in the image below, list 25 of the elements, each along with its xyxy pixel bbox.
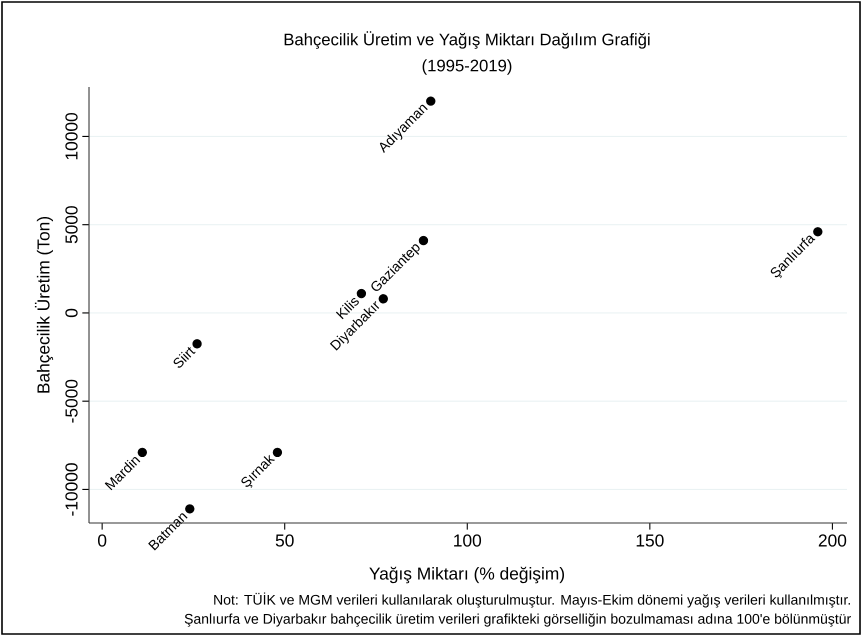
y-tick-label: 0 [65,308,78,318]
point [138,448,147,458]
text: Şanlıurfa ve Diyarbakır bahçecilik üretim verileri grafikteki görselliğin bozulmaması adına 100'e bölünmüştür [184,613,851,627]
point [378,294,388,304]
text: Not: TÜİK ve MGM verileri kullanılarak oluşturulmuştur. Mayıs-Ekim dönemi yağış verileri kullanılmıştır. [214,592,850,608]
point [356,288,366,298]
x-tick-label: 200 [818,534,846,547]
point [192,339,202,348]
point [813,227,822,236]
x-tick-label: 150 [636,534,664,547]
point [185,504,194,514]
y-tick-label: 10000 [65,113,78,160]
y-tick-label: 5000 [65,206,78,244]
x-axis-title: Yağış Miktarı (% değişim) [369,566,564,584]
x-tick-label: 100 [454,534,482,547]
x-tick-label: 50 [276,534,294,547]
y-tick-label: -5000 [65,380,78,423]
point [418,236,428,246]
y-axis-title: Bahçecilik Üretim (Ton) [34,216,54,393]
x-tick-label: 0 [98,534,106,547]
chart-subtitle: (1995-2019) [422,59,512,75]
y-tick-label: -10000 [65,463,78,516]
chart-title: Bahçecilik Üretim ve Yağış Miktarı Dağılım Grafiği [284,31,650,49]
point [426,96,436,106]
annotation: Siirt [174,347,196,368]
